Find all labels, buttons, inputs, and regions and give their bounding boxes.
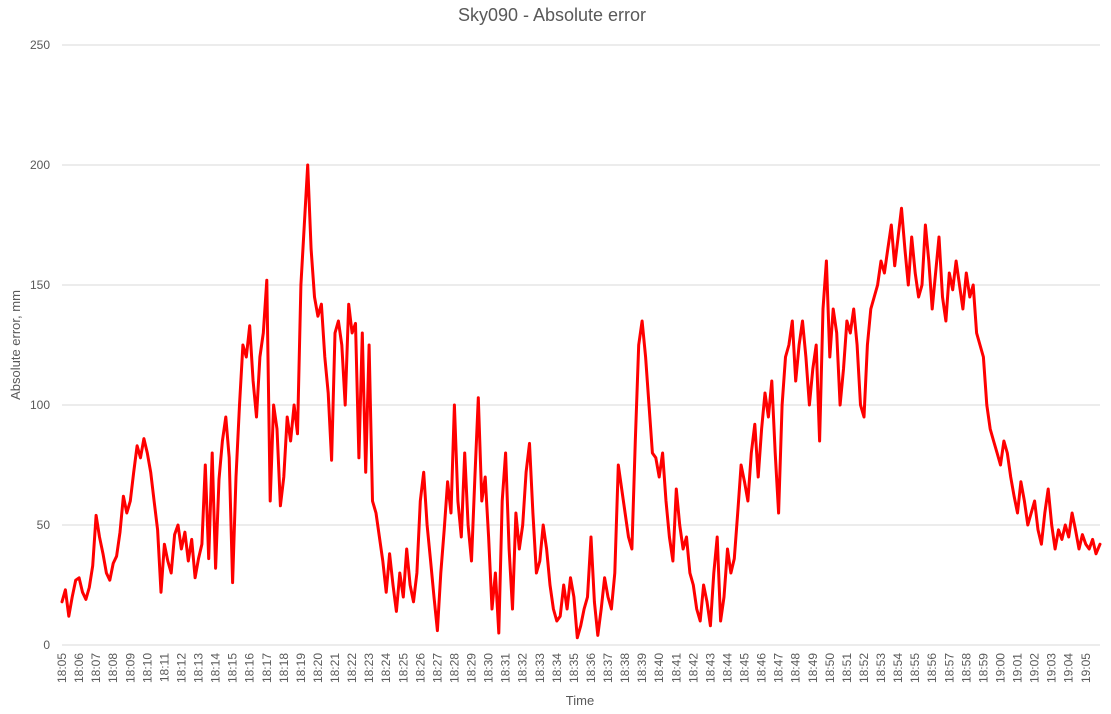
y-tick-label: 150 xyxy=(30,278,50,292)
x-tick-label: 18:31 xyxy=(499,653,513,683)
x-tick-label: 18:28 xyxy=(447,653,461,683)
x-tick-label: 18:11 xyxy=(157,653,171,682)
x-tick-label: 18:08 xyxy=(106,653,120,683)
x-tick-label: 18:54 xyxy=(891,653,905,683)
x-tick-label: 18:33 xyxy=(533,653,547,683)
series-line xyxy=(60,163,1102,640)
x-tick-label: 19:02 xyxy=(1028,653,1042,683)
x-tick-label: 18:34 xyxy=(550,653,564,683)
gridlines xyxy=(62,44,1100,646)
x-tick-label: 18:47 xyxy=(772,653,786,683)
x-tick-label: 18:53 xyxy=(874,653,888,683)
x-tick-label: 18:57 xyxy=(942,653,956,683)
x-tick-label: 18:51 xyxy=(840,653,854,683)
x-tick-label: 18:41 xyxy=(669,653,683,683)
y-tick-label: 100 xyxy=(30,398,50,412)
x-tick-label: 18:48 xyxy=(789,653,803,683)
x-axis-title: Time xyxy=(566,693,594,708)
x-tick-label: 18:07 xyxy=(89,653,103,683)
x-tick-label: 18:39 xyxy=(635,653,649,683)
x-tick-label: 18:20 xyxy=(311,653,325,683)
series-group xyxy=(60,163,1102,640)
y-axis-title: Absolute error, mm xyxy=(8,290,23,400)
x-tick-label: 18:19 xyxy=(294,653,308,683)
x-tick-label: 19:03 xyxy=(1045,653,1059,683)
x-tick-label: 18:10 xyxy=(140,653,154,683)
x-tick-label: 18:42 xyxy=(686,653,700,683)
x-tick-label: 18:06 xyxy=(72,653,86,683)
x-tick-label: 18:12 xyxy=(174,653,188,683)
x-tick-label: 18:09 xyxy=(123,653,137,683)
x-tick-label: 18:38 xyxy=(618,653,632,683)
x-tick-label: 18:35 xyxy=(567,653,581,683)
x-tick-label: 18:14 xyxy=(209,653,223,683)
x-tick-label: 19:05 xyxy=(1079,653,1093,683)
x-tick-label: 18:24 xyxy=(379,653,393,683)
x-tick-label: 18:15 xyxy=(226,653,240,683)
x-tick-label: 18:18 xyxy=(277,653,291,683)
x-tick-label: 19:01 xyxy=(1011,653,1025,683)
chart-title: Sky090 - Absolute error xyxy=(458,5,646,25)
y-tick-label: 250 xyxy=(30,38,50,52)
x-tick-label: 18:36 xyxy=(584,653,598,683)
x-tick-label: 18:56 xyxy=(925,653,939,683)
x-tick-label: 18:27 xyxy=(430,653,444,683)
x-tick-label: 19:04 xyxy=(1062,653,1076,683)
y-tick-label: 200 xyxy=(30,158,50,172)
x-tick-label: 18:55 xyxy=(908,653,922,683)
x-tick-label: 18:21 xyxy=(328,653,342,683)
x-tick-label: 18:22 xyxy=(345,653,359,683)
x-tick-label: 18:44 xyxy=(720,653,734,683)
x-axis-ticks: 18:05 18:06 18:07 18:08 18:09 18:10 18:11 18:12… xyxy=(55,653,1093,683)
x-tick-label: 18:05 xyxy=(55,653,69,683)
x-tick-label: 18:23 xyxy=(362,653,376,683)
x-tick-label: 18:43 xyxy=(703,653,717,683)
x-tick-label: 18:26 xyxy=(413,653,427,683)
x-tick-label: 18:50 xyxy=(823,653,837,683)
x-tick-label: 18:29 xyxy=(465,653,479,683)
x-tick-label: 18:13 xyxy=(192,653,206,683)
x-tick-label: 18:17 xyxy=(260,653,274,683)
x-tick-label: 18:30 xyxy=(482,653,496,683)
x-tick-label: 18:37 xyxy=(601,653,615,683)
x-tick-label: 18:52 xyxy=(857,653,871,683)
y-axis-ticks: 0 50 100 150 200 250 xyxy=(30,38,50,652)
x-tick-label: 18:40 xyxy=(652,653,666,683)
x-tick-label: 18:25 xyxy=(396,653,410,683)
x-tick-label: 18:58 xyxy=(959,653,973,683)
y-tick-label: 0 xyxy=(43,638,50,652)
x-tick-label: 18:59 xyxy=(976,653,990,683)
x-tick-label: 18:16 xyxy=(243,653,257,683)
x-tick-label: 18:46 xyxy=(755,653,769,683)
x-tick-label: 18:45 xyxy=(738,653,752,683)
x-tick-label: 18:49 xyxy=(806,653,820,683)
x-tick-label: 18:32 xyxy=(516,653,530,683)
y-tick-label: 50 xyxy=(37,518,51,532)
x-tick-label: 19:00 xyxy=(993,653,1007,683)
